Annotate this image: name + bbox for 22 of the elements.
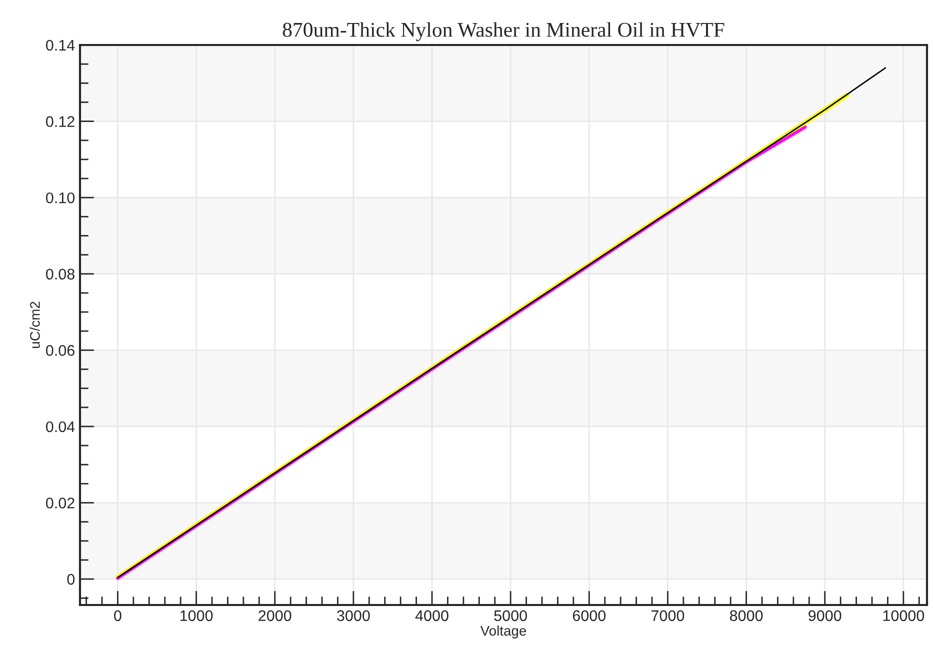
x-tick-label: 9000 xyxy=(808,610,842,622)
x-tick-label: 6000 xyxy=(572,610,606,622)
x-axis-title: Voltage xyxy=(480,625,526,638)
x-tick-label: 8000 xyxy=(730,610,763,622)
y-tick-label: 0 xyxy=(67,574,75,585)
x-tick-label: 5000 xyxy=(494,610,527,622)
y-tick-label: 0.06 xyxy=(46,345,74,356)
x-tick-label: 3000 xyxy=(337,610,370,622)
x-tick-label: 7000 xyxy=(652,610,684,622)
x-tick-label: 1000 xyxy=(180,610,213,622)
y-tick-label: 0.10 xyxy=(46,192,75,204)
y-tick-label: 0.08 xyxy=(46,268,74,280)
y-tick-label: 0.14 xyxy=(46,40,75,51)
x-tick-label: 2000 xyxy=(258,610,292,622)
y-tick-label: 0.02 xyxy=(46,498,74,508)
y-tick-label: 0.04 xyxy=(46,421,75,432)
x-tick-label: 4000 xyxy=(415,610,448,622)
x-tick-label: 0 xyxy=(114,610,122,622)
y-tick-label: 0.12 xyxy=(46,116,74,127)
y-axis-title: uC/cm2 xyxy=(30,302,40,348)
x-tick-label: 10000 xyxy=(883,610,924,622)
chart-title: 870um-Thick Nylon Washer in Mineral Oil in HVTF xyxy=(282,22,724,42)
